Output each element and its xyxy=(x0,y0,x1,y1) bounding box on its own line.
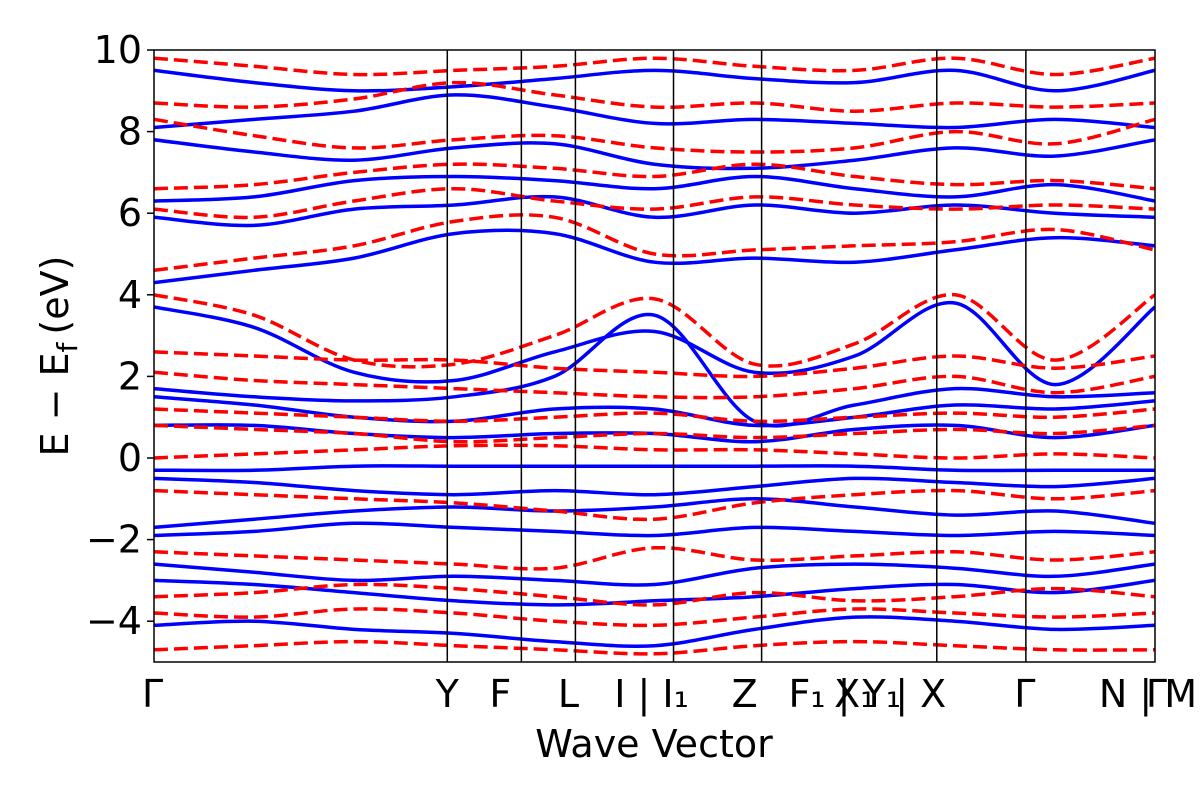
dashed-band-8 xyxy=(154,545,1155,571)
y-axis-ticks: 10 8 6 4 2 0 −2 −4 xyxy=(86,28,154,643)
x-tick-label: F xyxy=(489,672,511,716)
dashed-band-3 xyxy=(154,370,1155,400)
dashed-band-17 xyxy=(154,56,1155,77)
bands-layer xyxy=(154,56,1155,656)
solid-band-9 xyxy=(154,562,1155,587)
y-tick-label: −4 xyxy=(86,599,142,643)
solid-band-8 xyxy=(154,521,1155,538)
x-tick-label: Γ xyxy=(1146,672,1167,716)
y-tick-label: −2 xyxy=(86,518,142,562)
solid-band-6 xyxy=(154,476,1155,497)
solid-band-14 xyxy=(154,174,1155,203)
y-tick-label: 6 xyxy=(118,191,142,235)
solid-band-1 xyxy=(154,301,1155,387)
dashed-band-16 xyxy=(154,80,1155,113)
dashed-band-1 xyxy=(154,293,1155,369)
dashed-band-10 xyxy=(154,607,1155,628)
solid-band-13 xyxy=(154,194,1155,228)
x-axis-label: Wave Vector xyxy=(535,722,773,766)
solid-band-5 xyxy=(154,464,1155,473)
y-axis-label-subscript: f xyxy=(51,341,84,352)
dashed-band-11 xyxy=(154,639,1155,656)
x-tick-label: | X xyxy=(895,672,946,717)
dashed-band-5 xyxy=(154,423,1155,444)
dashed-band-4 xyxy=(154,407,1155,424)
y-tick-label: 0 xyxy=(118,436,142,480)
x-tick-label: N | M xyxy=(1099,672,1197,717)
y-tick-label: 10 xyxy=(94,28,142,72)
y-tick-label: 8 xyxy=(118,110,142,154)
y-axis-label-main: E − E xyxy=(33,352,77,456)
x-tick-label: Z xyxy=(732,672,758,716)
plot-frame xyxy=(153,49,1156,663)
y-tick-label: 4 xyxy=(118,273,142,317)
solid-band-2 xyxy=(154,312,1155,428)
dashed-band-12 xyxy=(154,213,1155,273)
y-axis-label-unit: (eV) xyxy=(33,256,77,335)
x-tick-label: L xyxy=(558,672,579,716)
y-axis-label: E − Ef (eV) xyxy=(33,256,84,457)
solid-band-3 xyxy=(154,395,1155,428)
dashed-band-6 xyxy=(154,443,1155,460)
x-tick-label: F₁ | Y₁ xyxy=(788,672,901,717)
solid-band-12 xyxy=(154,228,1155,285)
dashed-band-7 xyxy=(154,488,1155,522)
dashed-band-15 xyxy=(154,117,1155,154)
dashed-band-13 xyxy=(154,186,1155,220)
solid-band-10 xyxy=(154,578,1155,607)
solid-band-17 xyxy=(154,68,1155,93)
solid-band-7 xyxy=(154,497,1155,530)
y-tick-label: 2 xyxy=(118,354,142,398)
x-tick-label: I | I₁ xyxy=(614,672,689,717)
x-tick-label: Y xyxy=(435,672,460,716)
solid-band-11 xyxy=(154,615,1155,648)
x-tick-label: Γ xyxy=(142,672,163,716)
dashed-band-9 xyxy=(154,582,1155,607)
solid-band-16 xyxy=(154,93,1155,130)
kpoint-lines xyxy=(446,50,1027,662)
x-tick-label: Γ xyxy=(1014,672,1035,716)
x-tick-label: X₁ xyxy=(834,672,875,716)
dashed-band-2 xyxy=(154,350,1155,379)
solid-band-15 xyxy=(154,138,1155,171)
dashed-band-14 xyxy=(154,162,1155,191)
